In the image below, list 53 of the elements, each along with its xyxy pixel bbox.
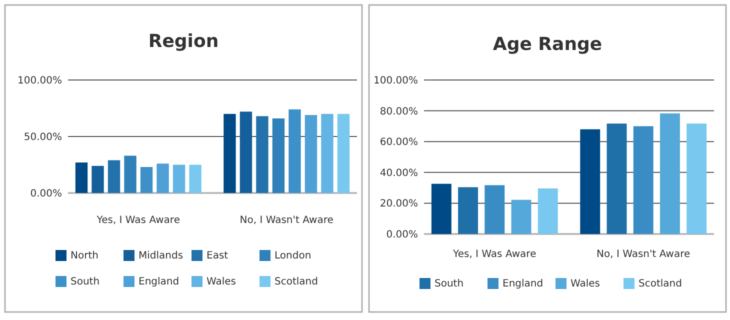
y-tick-label: 100.00%: [374, 76, 418, 86]
bar: [224, 114, 236, 193]
legend-label: Wales: [570, 278, 600, 290]
bar: [660, 113, 680, 234]
legend-label: Scotland: [638, 278, 682, 290]
bar: [272, 118, 285, 193]
y-tick-label: 100.00%: [18, 76, 62, 86]
legend-label: Scotland: [274, 276, 318, 288]
bar: [511, 200, 532, 234]
y-tick-label: 40.00%: [380, 168, 418, 179]
legend-label: Midlands: [138, 250, 184, 262]
y-tick-label: 0.00%: [386, 230, 418, 240]
bar: [124, 156, 136, 193]
chart-title: Age Range: [492, 34, 602, 55]
y-tick-label: 20.00%: [380, 198, 418, 210]
legend-label: London: [274, 250, 312, 262]
bar: [538, 188, 558, 234]
legend-label: South: [434, 278, 464, 290]
bar: [686, 124, 707, 234]
bar: [431, 184, 452, 234]
bar: [256, 116, 268, 193]
bar: [337, 114, 350, 193]
bar: [606, 124, 627, 234]
y-tick-label: 0.00%: [30, 188, 62, 200]
bar: [321, 114, 334, 193]
chart-title: Region: [148, 31, 219, 52]
bar: [172, 164, 186, 193]
bar: [92, 166, 104, 193]
bar: [75, 162, 88, 193]
legend-label: England: [502, 278, 544, 290]
legend-label: East: [206, 250, 228, 262]
legend-label: England: [138, 276, 180, 288]
x-tick-label: Yes, I Was Aware: [96, 215, 180, 226]
y-tick-label: 60.00%: [380, 137, 418, 148]
bar: [633, 126, 654, 234]
legend-label: South: [70, 276, 100, 288]
bar: [288, 109, 301, 193]
y-tick-label: 80.00%: [380, 106, 418, 118]
legend-label: Wales: [206, 276, 236, 288]
x-tick-label: Yes, I Was Aware: [452, 249, 536, 260]
bar: [304, 115, 318, 193]
bar: [140, 167, 153, 193]
bar: [156, 164, 169, 193]
bar: [189, 164, 202, 193]
legend-label: North: [70, 250, 98, 262]
bar: [458, 187, 478, 234]
x-tick-label: No, I Wasn't Aware: [596, 249, 690, 260]
x-tick-label: No, I Wasn't Aware: [240, 215, 334, 226]
bar: [580, 129, 600, 234]
y-tick-label: 50.00%: [24, 132, 62, 143]
bar: [484, 185, 505, 234]
bar: [240, 112, 252, 193]
bar: [108, 160, 120, 193]
